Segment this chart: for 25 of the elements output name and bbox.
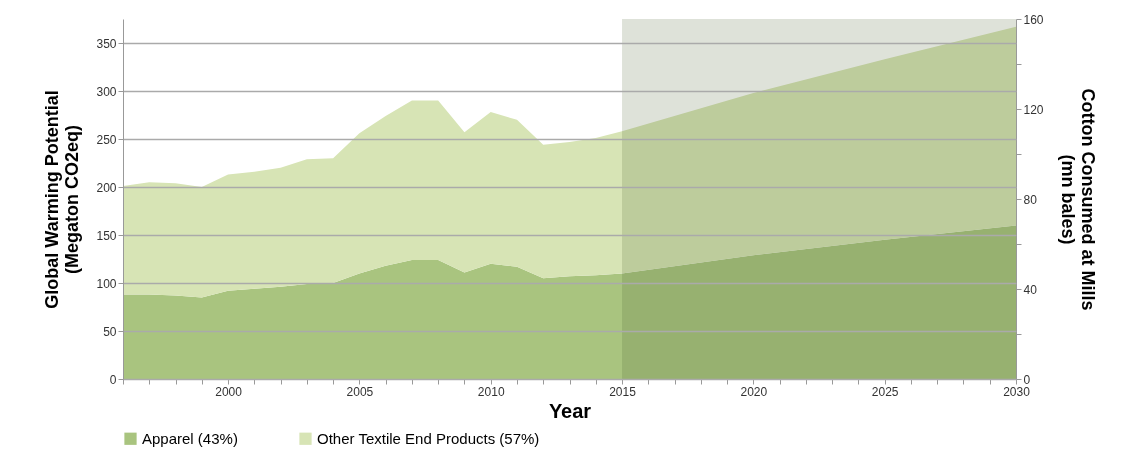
y-tick-label: 100: [96, 276, 117, 291]
y-axis-title: Global Warming Potential (Megaton CO2eq): [42, 90, 83, 309]
x-tick-label: 2000: [215, 384, 243, 399]
x-axis-title: Year: [548, 399, 592, 422]
x-tick-label: 2005: [346, 384, 374, 399]
y2-tick-label: 0: [1023, 372, 1031, 387]
y2-axis-title: Cotton Consumed at Mills (mn bales): [1057, 88, 1098, 311]
legend-label: Apparel (43%): [142, 429, 238, 447]
x-tick-label: 2020: [740, 384, 768, 399]
y2-tick-label: 80: [1023, 192, 1038, 207]
y2-tick-label: 40: [1023, 282, 1038, 297]
x-tick-label: 2015: [609, 384, 637, 399]
y-tick-label: 250: [96, 132, 117, 147]
legend-label: Other Textile End Products (57%): [317, 429, 540, 447]
y-tick-label: 350: [96, 36, 117, 51]
y2-tick-label: 120: [1023, 102, 1044, 117]
x-tick-label: 2010: [477, 384, 505, 399]
y-tick-label: 200: [96, 180, 117, 195]
x-tick-label: 2025: [871, 384, 899, 399]
y-tick-label: 150: [96, 228, 117, 243]
y2-tick-label: 160: [1023, 12, 1044, 27]
x-tick-label: 2030: [1003, 384, 1031, 399]
y-tick-label: 300: [96, 84, 117, 99]
y-tick-label: 50: [103, 324, 117, 339]
y-tick-label: 0: [109, 372, 117, 387]
